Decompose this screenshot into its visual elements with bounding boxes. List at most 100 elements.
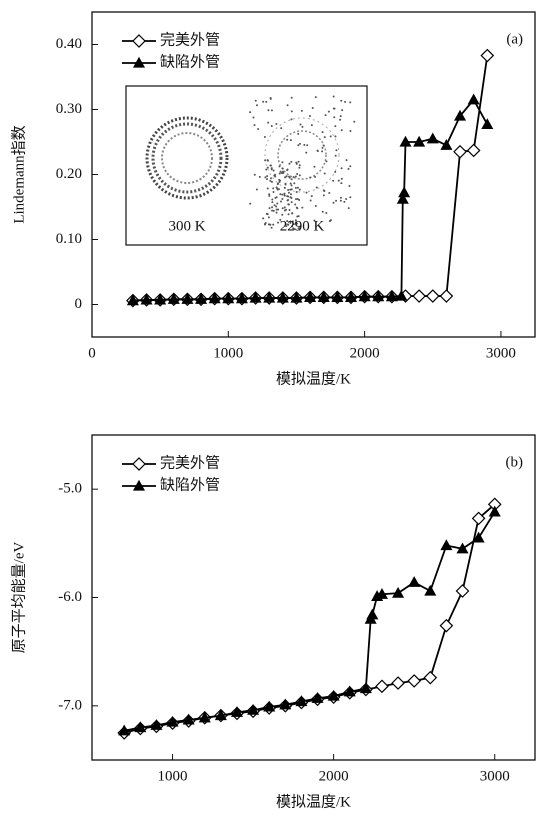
inset-atom	[332, 201, 335, 204]
data-point	[481, 118, 494, 130]
legend-marker	[132, 34, 146, 48]
inset-atom	[290, 225, 293, 228]
x-tick-label: 3000	[486, 345, 516, 361]
inset-atom	[349, 130, 352, 133]
inset-atom	[281, 161, 284, 164]
inset-atom	[249, 111, 252, 114]
inset-atom	[294, 186, 297, 189]
y-tick-label: -6.0	[58, 589, 82, 605]
inset-atom	[335, 199, 338, 202]
inset-atom	[303, 143, 306, 146]
inset-atom	[275, 208, 278, 211]
data-point	[439, 289, 454, 303]
inset-atom	[262, 100, 265, 103]
x-tick-label: 1000	[213, 345, 243, 361]
inset-atom	[284, 208, 287, 211]
legend-label: 缺陷外管	[160, 53, 220, 70]
inset-atom	[300, 109, 303, 112]
inset-ring	[145, 116, 229, 200]
inset-atom	[313, 219, 316, 222]
inset-atom	[298, 225, 301, 228]
inset-atom	[332, 95, 335, 98]
inset-atom	[272, 209, 275, 212]
data-point	[392, 586, 405, 598]
inset-atom	[290, 201, 293, 204]
inset-atom	[254, 99, 257, 102]
inset-atom	[277, 221, 280, 224]
data-point	[198, 711, 211, 723]
inset-atom	[289, 220, 292, 223]
inset-atom	[293, 228, 296, 231]
inset-atom	[269, 164, 272, 167]
data-point	[467, 93, 480, 105]
x-tick-label: 1000	[158, 768, 188, 784]
inset-atom	[297, 215, 300, 218]
data-point	[230, 706, 244, 717]
inset-atom	[314, 204, 317, 207]
inset-atom	[286, 138, 289, 141]
inset-atom	[297, 227, 300, 230]
inset-atom	[279, 218, 282, 221]
legend-label: 完美外管	[160, 454, 220, 471]
x-tick-label: 2000	[319, 768, 349, 784]
inset-atom	[289, 182, 292, 185]
data-point	[372, 290, 385, 302]
inset-atom	[266, 166, 269, 169]
inset-atom	[271, 209, 274, 212]
inset-atom	[325, 160, 328, 163]
inset-atom	[281, 167, 284, 170]
inset-atom	[334, 154, 337, 157]
inset-atom	[274, 196, 277, 199]
data-point	[247, 703, 260, 715]
y-tick-label: 0.30	[56, 101, 82, 117]
inset-atom	[345, 198, 348, 201]
data-point	[279, 698, 292, 710]
inset-atom	[322, 194, 325, 197]
y-tick-label: 0.10	[56, 231, 82, 247]
inset-atom	[281, 213, 284, 216]
data-point	[425, 289, 440, 303]
inset-atom	[275, 211, 278, 214]
data-point	[453, 144, 467, 159]
data-point	[344, 291, 358, 302]
inset-atom	[279, 193, 282, 196]
inset-atom	[255, 104, 258, 107]
inset-atom	[283, 194, 286, 197]
data-point	[439, 618, 454, 633]
data-point	[304, 291, 317, 302]
inset-atom	[335, 149, 338, 152]
data-point	[396, 192, 409, 204]
inset-atom	[321, 210, 324, 213]
inset-atom	[277, 208, 280, 211]
data-point	[214, 709, 227, 721]
x-tick-label: 3000	[480, 768, 510, 784]
inset-atom	[282, 172, 285, 175]
inset-atom	[278, 181, 281, 184]
inset-atom	[340, 129, 343, 132]
inset-atom	[266, 187, 269, 190]
data-point	[413, 135, 426, 147]
inset-atom	[249, 202, 252, 205]
data-point	[440, 539, 453, 551]
inset-atom	[340, 177, 343, 180]
data-point	[454, 109, 467, 121]
data-point	[208, 292, 221, 304]
inset-atom	[276, 183, 279, 186]
inset-atom	[278, 165, 281, 168]
inset-atom	[313, 165, 316, 168]
data-point	[424, 584, 437, 596]
inset-atom	[349, 196, 352, 199]
inset-atom	[286, 104, 289, 107]
data-point	[426, 132, 439, 144]
data-point	[471, 511, 486, 526]
inset-atom	[286, 168, 289, 171]
inset-atom	[270, 226, 273, 229]
inset-atom	[323, 172, 326, 175]
inset-atom	[285, 175, 288, 178]
inset-atom	[297, 144, 300, 147]
data-point	[456, 542, 469, 554]
inset-atom	[310, 195, 313, 198]
inset-ring	[151, 122, 223, 194]
inset-atom	[275, 205, 278, 208]
inset-atom	[284, 182, 287, 185]
